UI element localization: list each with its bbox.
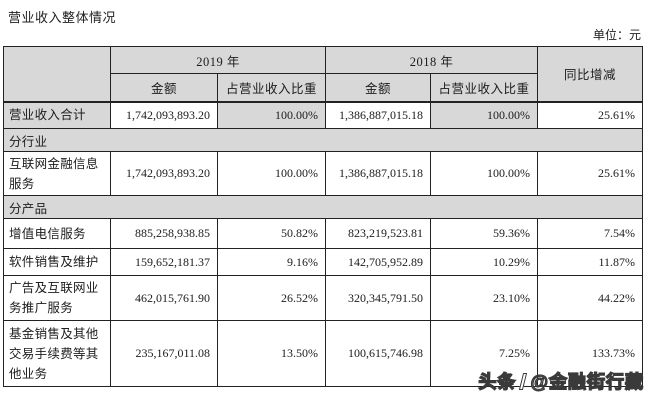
header-yoy: 同比增减 — [537, 46, 644, 102]
table-section-product: 分产品 — [2, 195, 644, 219]
row-label: 广告及互联网业务推广服务 — [3, 275, 111, 321]
row-label: 增值电信服务 — [3, 218, 111, 249]
ratio-2019-cell: 50.82% — [216, 218, 327, 249]
table-section-industry: 分行业 — [2, 128, 644, 152]
table-row-fund-sales: 基金销售及其他交易手续费等其他业务 235,167,011.08 13.50% … — [3, 320, 644, 387]
yoy-cell: 7.54% — [537, 218, 644, 249]
amount-2018-cell: 823,219,523.81 — [325, 218, 432, 249]
ratio-2019-cell: 9.16% — [216, 248, 327, 276]
amount-2018-cell: 1,386,887,015.18 — [325, 100, 432, 129]
header-amount-2018: 金额 — [325, 73, 432, 102]
header-empty-cell — [3, 46, 111, 102]
watermark-handle: @金融街行藏 — [530, 371, 644, 392]
ratio-2018-cell: 7.25% — [430, 320, 539, 387]
header-row-columns: 金额 占营业收入比重 金额 占营业收入比重 — [4, 73, 643, 102]
row-label: 基金销售及其他交易手续费等其他业务 — [3, 320, 111, 387]
ratio-2019-cell: 100.00% — [216, 100, 327, 129]
section-label: 分行业 — [2, 128, 644, 152]
yoy-cell: 25.61% — [537, 151, 644, 196]
header-ratio-2018: 占营业收入比重 — [430, 73, 539, 102]
amount-2019-cell: 1,742,093,893.20 — [110, 100, 218, 129]
amount-2019-cell: 159,652,181.37 — [110, 248, 218, 276]
table-row-telecom-vas: 增值电信服务 885,258,938.85 50.82% 823,219,523… — [3, 218, 644, 249]
amount-2019-cell: 885,258,938.85 — [110, 218, 218, 249]
header-row-years: 2019 年 2018 年 同比增减 — [3, 46, 644, 102]
amount-2019-cell: 462,015,761.90 — [110, 275, 218, 321]
row-label: 软件销售及维护 — [3, 248, 111, 276]
ratio-2019-cell: 26.52% — [216, 275, 327, 321]
table-row-advertising: 广告及互联网业务推广服务 462,015,761.90 26.52% 320,3… — [3, 275, 644, 321]
yoy-cell: 11.87% — [537, 248, 644, 276]
ratio-2018-cell: 59.36% — [430, 218, 539, 249]
ratio-2018-cell: 10.29% — [430, 248, 539, 276]
watermark-divider — [519, 372, 528, 390]
ratio-2018-cell: 100.00% — [430, 151, 539, 196]
section-label: 分产品 — [2, 195, 644, 219]
yoy-cell: 25.61% — [537, 100, 644, 129]
revenue-table: 2019 年 2018 年 同比增减 金额 占营业收入比重 金额 占营业收入比重… — [2, 46, 644, 387]
yoy-cell: 44.22% — [537, 275, 644, 321]
row-label: 营业收入合计 — [3, 100, 111, 129]
amount-2019-cell: 235,167,011.08 — [110, 320, 218, 387]
amount-2018-cell: 142,705,952.89 — [325, 248, 432, 276]
ratio-2018-cell: 23.10% — [430, 275, 539, 321]
toutiao-watermark: 头条 @金融街行藏 — [478, 368, 644, 394]
table-row-software: 软件销售及维护 159,652,181.37 9.16% 142,705,952… — [3, 248, 644, 276]
row-label: 互联网金融信息服务 — [3, 151, 111, 196]
amount-2019-cell: 1,742,093,893.20 — [110, 151, 218, 196]
amount-2018-cell: 100,615,746.98 — [325, 320, 432, 387]
table-row-internet-finance: 互联网金融信息服务 1,742,093,893.20 100.00% 1,386… — [3, 151, 644, 196]
yoy-cell: 133.73% — [537, 320, 644, 387]
amount-2018-cell: 1,386,887,015.18 — [325, 151, 432, 196]
page-title: 营业收入整体情况 — [8, 10, 117, 25]
ratio-2019-cell: 13.50% — [216, 320, 327, 387]
amount-2018-cell: 320,345,791.50 — [325, 275, 432, 321]
header-amount-2019: 金额 — [110, 73, 218, 102]
header-year-2018: 2018 年 — [325, 46, 539, 74]
ratio-2018-cell: 100.00% — [430, 100, 539, 129]
table-header: 2019 年 2018 年 同比增减 金额 占营业收入比重 金额 占营业收入比重 — [3, 46, 644, 102]
unit-label: 单位：元 — [592, 28, 641, 42]
watermark-brand: 头条 — [478, 371, 517, 392]
header-year-2019: 2019 年 — [109, 46, 327, 74]
header-ratio-2019: 占营业收入比重 — [216, 73, 327, 102]
table-row-total: 营业收入合计 1,742,093,893.20 100.00% 1,386,88… — [3, 100, 644, 129]
ratio-2019-cell: 100.00% — [216, 151, 327, 196]
